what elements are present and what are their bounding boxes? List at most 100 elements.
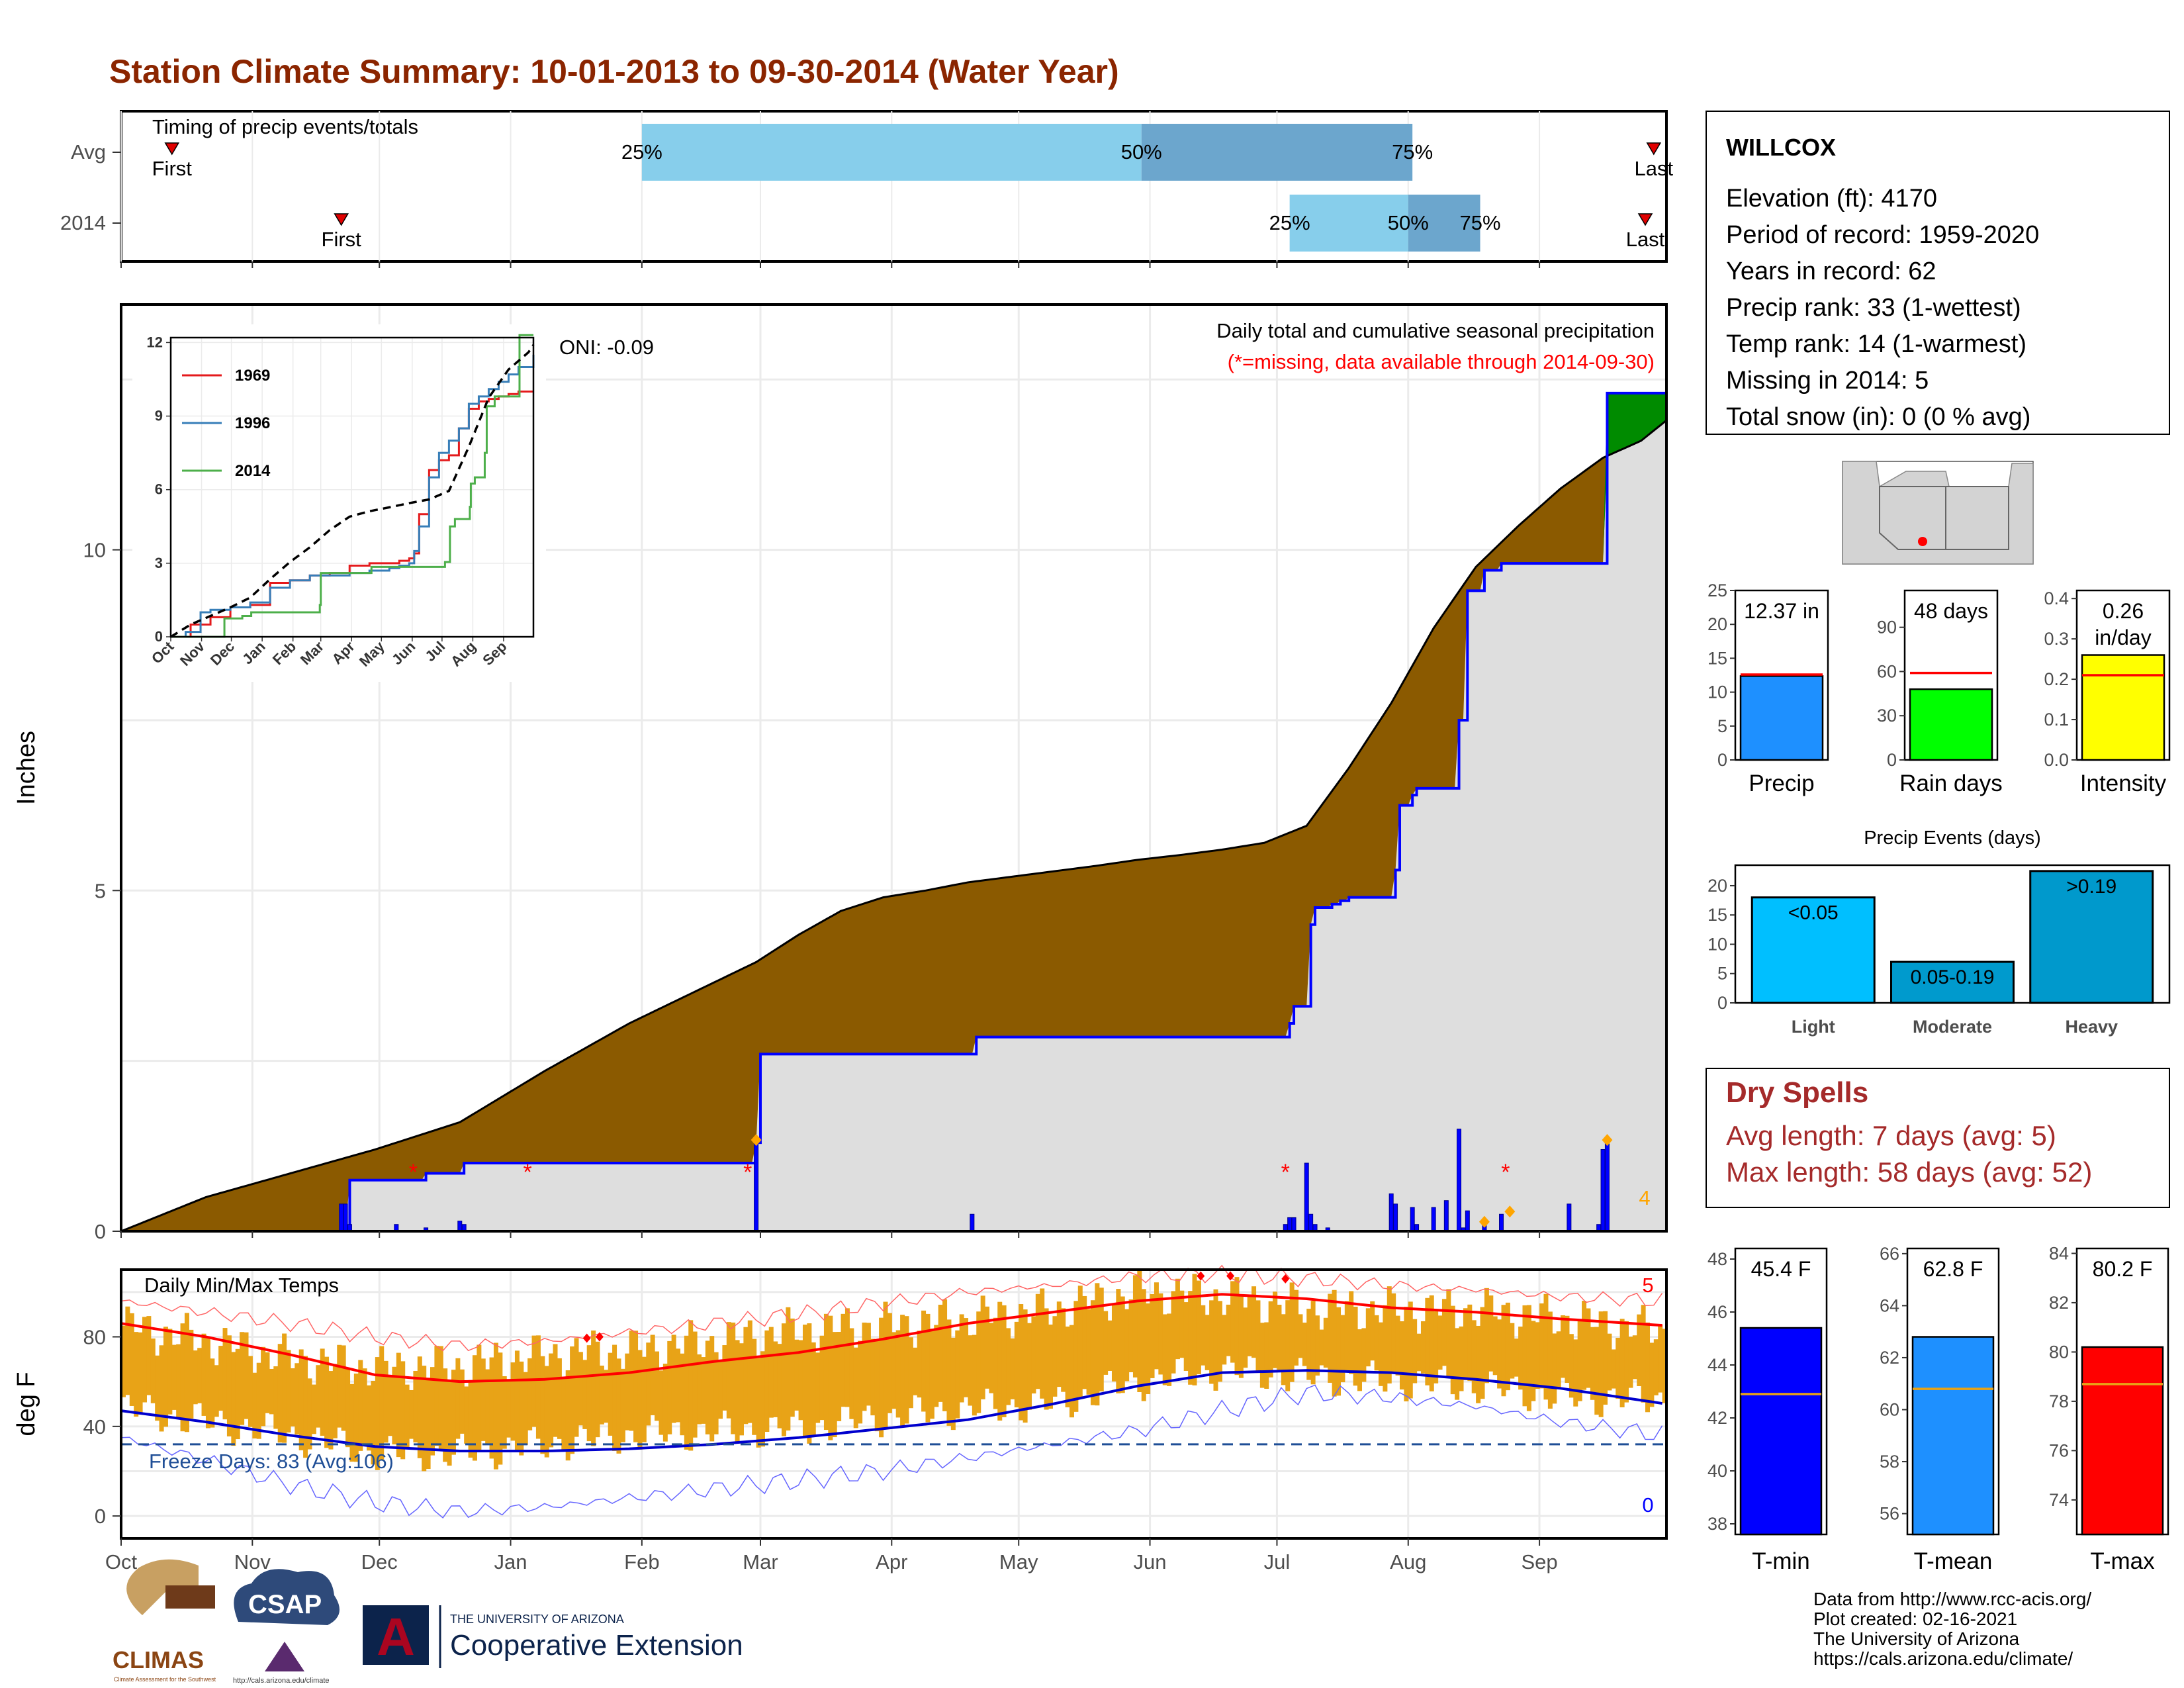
daily-temp-bar [485, 1369, 490, 1444]
record-high-marker [1226, 1271, 1235, 1281]
daily-temp-bar [240, 1332, 245, 1425]
temp-y-tick-label: 80 [83, 1326, 106, 1349]
daily-temp-bar [1598, 1311, 1604, 1417]
daily-temp-bar [1201, 1305, 1206, 1366]
daily-temp-bar [1217, 1301, 1222, 1382]
daily-temp-bar [811, 1342, 816, 1436]
inset-legend-label-1996: 1996 [235, 414, 270, 432]
daily-temp-bar [426, 1378, 431, 1470]
timing-p50-label: 50% [1388, 211, 1429, 234]
mini-y-tick-label: 42 [1707, 1408, 1727, 1428]
below-normal-fill [121, 420, 1666, 1231]
freeze-days-label: Freeze Days: 83 (Avg:106) [149, 1450, 394, 1473]
daily-temp-bar [498, 1352, 503, 1465]
ua-logo-block [363, 1605, 429, 1665]
daily-temp-bar [929, 1329, 934, 1419]
station-name: WILLCOX [1726, 134, 1836, 161]
record-day-marker [1479, 1215, 1490, 1228]
daily-temp-bar [375, 1357, 380, 1470]
daily-temp-bar [1019, 1304, 1024, 1421]
precip-panel-title: Daily total and cumulative seasonal prec… [1216, 319, 1655, 342]
daily-temp-bar [599, 1365, 604, 1425]
daily-temp-bar [777, 1344, 782, 1429]
station-location-dot [1918, 537, 1927, 546]
daily-temp-bar [794, 1339, 799, 1411]
daily-temp-bar [235, 1348, 240, 1440]
daily-temp-bar [1391, 1293, 1396, 1374]
daily-temp-bar [244, 1332, 249, 1419]
daily-temp-bar [866, 1323, 871, 1406]
daily-temp-bar [523, 1372, 528, 1445]
daily-temp-bar [1086, 1309, 1091, 1395]
daily-temp-bar [307, 1378, 312, 1450]
mini-y-tick-label: 44 [1707, 1355, 1727, 1375]
daily-precip-bar [1457, 1129, 1462, 1232]
mini-y-tick-label: 30 [1877, 706, 1897, 726]
mini-y-tick-label: 20 [1707, 614, 1727, 634]
daily-temp-bar [1399, 1321, 1404, 1390]
station-info-line: Missing in 2014: 5 [1726, 367, 1929, 395]
daily-temp-bar [1171, 1291, 1176, 1374]
daily-temp-bar [1378, 1322, 1383, 1386]
daily-temp-bar [1556, 1331, 1561, 1389]
daily-temp-bar [468, 1380, 473, 1458]
inset-y-tick-label: 0 [155, 628, 163, 645]
daily-temp-bar [1416, 1333, 1422, 1372]
daily-temp-bar [1124, 1309, 1130, 1382]
month-tick-label: Jun [1134, 1550, 1167, 1573]
daily-temp-bar [184, 1313, 189, 1432]
daily-temp-bar [676, 1348, 681, 1423]
daily-temp-bar [1302, 1323, 1307, 1366]
timing-p75-label: 75% [1459, 211, 1500, 234]
precip-panel-frame [120, 303, 1668, 1233]
daily-temp-bar [874, 1339, 880, 1432]
daily-temp-bar [1107, 1320, 1113, 1371]
daily-temp-bar [620, 1368, 625, 1442]
climas-logo: CLIMAS Climate Assessment for the Southw… [113, 1559, 216, 1683]
daily-temp-bar [1306, 1309, 1312, 1380]
daily-temp-bar [138, 1332, 143, 1415]
daily-temp-bar [295, 1363, 300, 1435]
mini-y-tick-label: 0.2 [2044, 669, 2069, 689]
daily-temp-bar [1073, 1301, 1079, 1412]
deficit-area [121, 420, 1666, 1231]
daily-temp-bar [514, 1350, 520, 1452]
mini-value-label: 45.4 F [1751, 1257, 1811, 1281]
climas-logo-subtext: Climate Assessment for the Southwest [114, 1676, 216, 1683]
events-bar-label: <0.05 [1788, 902, 1839, 924]
daily-temp-bar [1090, 1300, 1095, 1405]
daily-temp-bar [150, 1338, 156, 1403]
daily-precip-bar [1604, 1142, 1610, 1232]
daily-temp-bar [1433, 1311, 1439, 1383]
daily-temp-bar [167, 1329, 173, 1415]
daily-temp-bar [1251, 1286, 1257, 1358]
daily-temp-bar [768, 1327, 774, 1418]
daily-temp-bar [1429, 1295, 1434, 1391]
daily-temp-bar [1035, 1293, 1040, 1389]
daily-temp-bar [337, 1344, 342, 1428]
daily-temp-bar [134, 1332, 139, 1417]
daily-temp-bar [464, 1386, 469, 1444]
daily-temp-bar [1323, 1317, 1328, 1368]
daily-precip-bar [343, 1203, 348, 1232]
daily-temp-bar [908, 1337, 913, 1409]
daily-temp-bar [925, 1313, 931, 1423]
daily-temp-bar [1484, 1288, 1489, 1383]
daily-precip-bar [1308, 1213, 1314, 1232]
daily-precip-bar [1393, 1203, 1398, 1232]
daily-temp-bar [1632, 1335, 1637, 1380]
daily-temp-bar [985, 1306, 990, 1389]
daily-temp-bar [756, 1358, 761, 1448]
daily-temp-bar [1561, 1315, 1566, 1378]
daily-temp-bar [1226, 1304, 1231, 1356]
mini-value-label: 62.8 F [1923, 1257, 1983, 1281]
daily-temp-bar [1365, 1308, 1371, 1367]
daily-temp-bar [641, 1356, 647, 1442]
daily-temp-bar [527, 1358, 533, 1430]
daily-temp-bar [290, 1368, 295, 1427]
daily-temp-bar [786, 1307, 791, 1431]
daily-temp-bar [895, 1330, 901, 1418]
oni-label: ONI: -0.09 [559, 336, 654, 359]
mini-y-tick-label: 25 [1707, 581, 1727, 600]
daily-temp-bar [1353, 1306, 1358, 1386]
